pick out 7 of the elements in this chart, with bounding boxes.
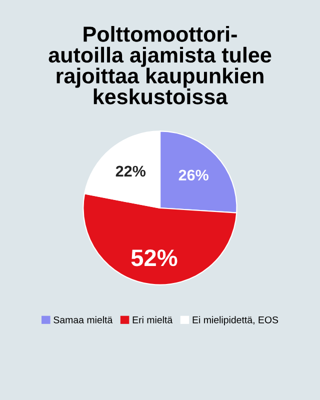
chart-title: Polttomoottori- autoilla ajamista tulee rajoittaa kaupunkien keskustoissa [48, 26, 272, 104]
legend-label: Ei mielipidettä, EOS [192, 316, 278, 326]
data-label: 52% [131, 249, 178, 266]
legend-label: Samaa mieltä [54, 316, 113, 324]
legend-label: Eri mieltä [132, 316, 173, 324]
data-label: 22% [116, 166, 146, 177]
data-label: 26% [178, 170, 208, 181]
